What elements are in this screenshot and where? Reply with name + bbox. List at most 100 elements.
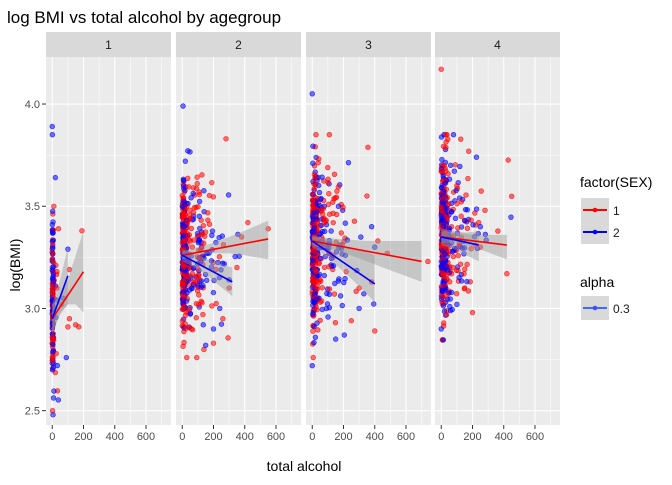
point-sex-2 — [180, 177, 187, 184]
point-sex-1 — [181, 264, 187, 270]
point-sex-2 — [235, 231, 241, 238]
x-tick-label: 200 — [463, 431, 481, 443]
point-sex-2 — [325, 314, 331, 320]
points-2 — [179, 103, 271, 361]
point-sex-1 — [326, 263, 332, 270]
point-sex-2 — [218, 267, 224, 273]
fit-line-sex-1 — [312, 240, 422, 263]
point-sex-1 — [310, 283, 317, 289]
point-sex-1 — [309, 191, 316, 197]
point-sex-2 — [319, 174, 325, 180]
confidence-ribbon-sex-1 — [441, 230, 507, 260]
y-tick-label: 3.0 — [25, 303, 40, 315]
point-sex-1 — [210, 340, 217, 346]
point-sex-2 — [371, 301, 377, 307]
point-sex-2 — [49, 324, 56, 331]
point-sex-1 — [206, 221, 213, 227]
point-sex-2 — [311, 323, 317, 330]
point-sex-1 — [312, 266, 318, 273]
point-sex-2 — [438, 326, 444, 332]
point-sex-2 — [358, 234, 364, 240]
legend: factor(SEX) 1 2 alpha 0.3 — [580, 174, 652, 320]
points-1 — [49, 123, 85, 418]
fit-line-sex-2 — [441, 236, 479, 246]
point-sex-1 — [338, 230, 345, 236]
point-sex-2 — [210, 289, 217, 296]
point-sex-2 — [457, 163, 463, 170]
point-sex-1 — [196, 276, 202, 282]
point-sex-2 — [50, 395, 57, 401]
point-sex-1 — [310, 354, 316, 361]
point-sex-2 — [342, 220, 348, 226]
x-tick-label: 200 — [74, 431, 92, 443]
point-sex-2 — [328, 228, 334, 234]
point-sex-1 — [351, 218, 358, 224]
point-sex-2 — [332, 336, 339, 342]
facet-strip-label-3: 3 — [365, 38, 372, 52]
point-sex-2 — [311, 224, 318, 231]
point-sex-1 — [191, 237, 197, 243]
point-sex-1 — [212, 266, 219, 273]
point-sex-1 — [319, 236, 326, 243]
point-sex-2 — [189, 285, 195, 292]
x-tick-label: 0 — [438, 431, 444, 443]
x-tick-label: 0 — [49, 431, 55, 443]
point-sex-2 — [225, 192, 232, 198]
point-sex-1 — [213, 300, 219, 307]
point-sex-1 — [55, 226, 62, 232]
x-tick-label: 400 — [106, 431, 124, 443]
point-sex-2 — [447, 296, 454, 302]
point-sex-2 — [208, 258, 215, 264]
point-sex-2 — [449, 248, 456, 255]
x-axis-label: total alcohol — [267, 458, 342, 474]
x-tick-label: 200 — [204, 431, 222, 443]
point-sex-1 — [200, 222, 207, 229]
point-sex-2 — [473, 154, 480, 160]
point-sex-2 — [438, 134, 445, 140]
point-sex-2 — [190, 190, 196, 197]
point-sex-1 — [193, 300, 200, 307]
point-sex-2 — [444, 205, 450, 212]
point-sex-2 — [50, 245, 56, 251]
point-sex-1 — [375, 238, 381, 244]
point-sex-2 — [198, 284, 204, 290]
point-sex-1 — [49, 250, 56, 256]
legend-key-sex-2 — [581, 220, 609, 244]
point-sex-1 — [318, 298, 325, 304]
point-sex-1 — [452, 162, 458, 168]
point-sex-1 — [189, 270, 196, 277]
point-sex-1 — [189, 244, 196, 250]
point-sex-1 — [465, 175, 471, 182]
point-sex-2 — [440, 303, 447, 309]
point-sex-1 — [465, 288, 472, 294]
point-sex-2 — [368, 223, 375, 230]
point-sex-2 — [198, 259, 204, 265]
point-sex-2 — [447, 307, 454, 314]
y-tick-label: 4.0 — [25, 99, 40, 111]
point-sex-1 — [508, 193, 515, 200]
point-sex-1 — [189, 327, 196, 333]
point-sex-2 — [180, 232, 187, 239]
point-sex-2 — [188, 195, 194, 201]
point-sex-2 — [339, 302, 345, 309]
point-sex-2 — [444, 264, 450, 270]
x-tick-label: 600 — [267, 431, 285, 443]
point-sex-2 — [461, 251, 467, 257]
point-sex-1 — [461, 271, 467, 277]
point-sex-1 — [265, 226, 271, 232]
point-sex-2 — [202, 271, 209, 278]
point-sex-1 — [468, 246, 474, 252]
point-sex-2 — [180, 183, 187, 189]
points-3 — [309, 91, 431, 369]
point-sex-1 — [193, 315, 200, 321]
point-sex-2 — [356, 305, 362, 312]
point-sex-1 — [311, 248, 318, 255]
point-sex-1 — [319, 285, 326, 291]
point-sex-2 — [310, 160, 316, 166]
x-tick-label: 400 — [236, 431, 254, 443]
point-sex-1 — [311, 180, 317, 187]
point-sex-2 — [180, 103, 186, 109]
point-sex-2 — [49, 264, 56, 271]
point-sex-1 — [226, 285, 232, 291]
